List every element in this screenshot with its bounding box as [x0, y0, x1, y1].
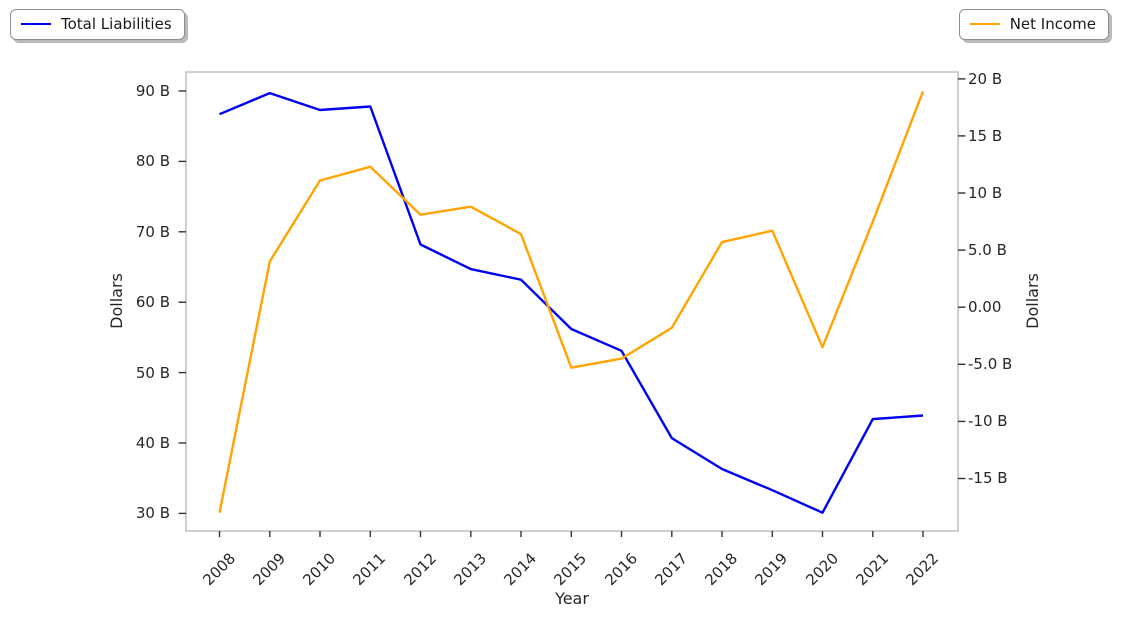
- right-y-tick-label: 20 B: [968, 69, 1003, 88]
- left-y-tick-label: 70 B: [135, 222, 170, 241]
- left-y-tick-label: 90 B: [135, 82, 170, 100]
- total-liabilities-line: [219, 91, 924, 514]
- right-y-tick-label: 0.00: [968, 298, 1002, 317]
- left-y-tick-label: 40 B: [135, 434, 170, 452]
- legend-total-liabilities-label: Total Liabilities: [61, 15, 172, 33]
- right-y-tick-label: -5.0 B: [968, 355, 1013, 374]
- left-y-tick-label: 60 B: [135, 293, 170, 312]
- right-y-tick-label: -10 B: [968, 412, 1008, 431]
- right-y-axis-title: Dollars: [1023, 273, 1042, 329]
- left-y-axis-title: Dollars: [107, 273, 126, 329]
- legend-net-income-label: Net Income: [1009, 15, 1096, 33]
- left-y-tick-label: 50 B: [135, 363, 170, 382]
- right-y-tick-label: -15 B: [968, 469, 1008, 488]
- legend-total-liabilities: Total Liabilities: [10, 9, 185, 40]
- total-liabilities-legend-line-icon: [21, 23, 51, 25]
- left-y-tick-label: 30 B: [135, 504, 170, 523]
- legend-net-income: Net Income: [958, 9, 1109, 40]
- right-y-tick-label: 15 B: [968, 126, 1003, 145]
- x-axis-title: Year: [555, 589, 589, 608]
- net-income-line: [218, 90, 925, 513]
- left-y-tick-label: 80 B: [135, 152, 170, 171]
- right-y-tick-label: 5.0 B: [968, 241, 1007, 260]
- net-income-legend-line-icon: [969, 23, 1000, 25]
- right-y-tick-label: 10 B: [968, 184, 1003, 203]
